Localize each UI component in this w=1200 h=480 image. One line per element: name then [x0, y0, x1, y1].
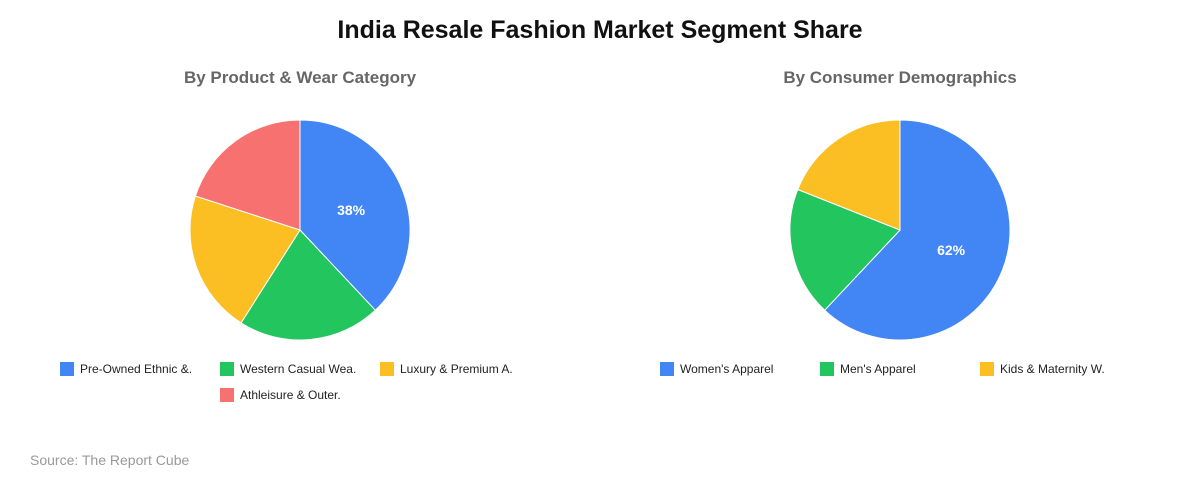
chart-product-category: By Product & Wear Category 38% Pre-Owned…	[0, 0, 600, 420]
legend-item: Western Casual Wea.	[220, 362, 356, 376]
pie-chart: 38%	[189, 119, 411, 341]
source-note: Source: The Report Cube	[30, 452, 190, 468]
legend-item: Women's Apparel	[660, 362, 773, 376]
legend-label: Athleisure & Outer.	[240, 388, 341, 402]
legend-item: Athleisure & Outer.	[220, 388, 341, 402]
slice-data-label: 38%	[337, 202, 366, 218]
legend-label: Kids & Maternity W.	[1000, 362, 1105, 376]
legend-item: Pre-Owned Ethnic &.	[60, 362, 192, 376]
legend-swatch	[220, 362, 234, 376]
legend-label: Pre-Owned Ethnic &.	[80, 362, 193, 376]
pie-slice	[299, 119, 411, 311]
legend-label: Luxury & Premium A.	[400, 362, 513, 376]
legend-swatch	[60, 362, 74, 376]
legend-swatch	[380, 362, 394, 376]
pie-slice	[194, 119, 301, 231]
pie-slice	[189, 195, 301, 324]
legend-label: Men's Apparel	[840, 362, 916, 376]
pie-slice	[789, 188, 901, 311]
legend-swatch	[980, 362, 994, 376]
pie-slice	[240, 229, 377, 341]
legend-item: Kids & Maternity W.	[980, 362, 1105, 376]
legend-swatch	[660, 362, 674, 376]
chart-title: By Product & Wear Category	[183, 68, 417, 87]
chart-title: By Consumer Demographics	[783, 68, 1017, 87]
slice-data-label: 62%	[937, 242, 966, 258]
legend-label: Western Casual Wea.	[240, 362, 357, 376]
pie-chart: 62%	[789, 119, 1011, 341]
legend-item: Men's Apparel	[820, 362, 916, 376]
pie-slice	[823, 119, 1011, 341]
legend-item: Luxury & Premium A.	[380, 362, 513, 376]
page-title: India Resale Fashion Market Segment Shar…	[337, 16, 863, 44]
legend-swatch	[820, 362, 834, 376]
chart-consumer-demographics: By Consumer Demographics 62% Women's App…	[600, 0, 1200, 420]
pie-slice	[797, 119, 901, 231]
legend-swatch	[220, 388, 234, 402]
legend-label: Women's Apparel	[680, 362, 774, 376]
